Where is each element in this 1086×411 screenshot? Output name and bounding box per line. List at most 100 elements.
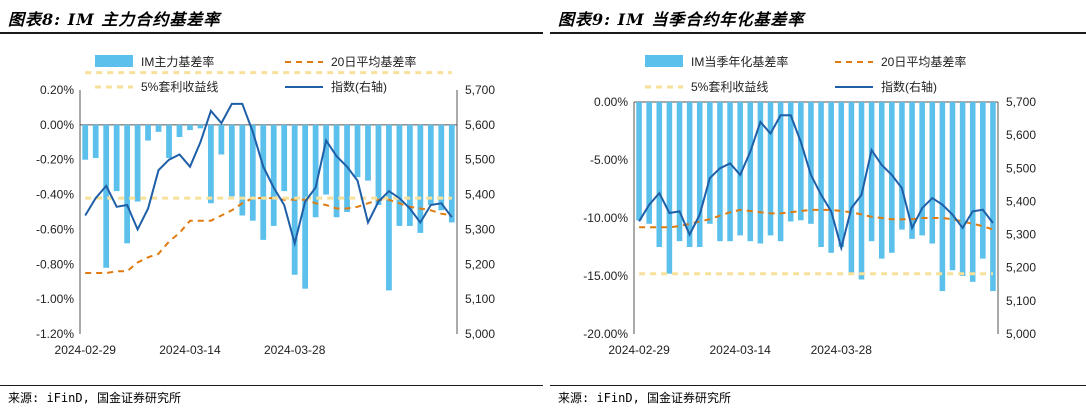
- basis-bar: [113, 124, 120, 192]
- right-axis-tick-label: 5,400: [1006, 194, 1036, 208]
- legend-label: IM当季年化基差率: [691, 54, 788, 69]
- basis-bar: [270, 124, 277, 226]
- right-axis-tick-label: 5,700: [1006, 95, 1036, 109]
- basis-bar: [386, 124, 392, 291]
- left-axis-tick-label: -0.40%: [36, 188, 74, 202]
- x-axis-tick-label: 2024-02-29: [608, 343, 670, 357]
- basis-bar: [929, 102, 936, 244]
- legend-label: IM主力基差率: [141, 54, 214, 69]
- basis-bar: [187, 124, 193, 131]
- basis-bar: [909, 102, 915, 239]
- basis-bar: [878, 102, 885, 259]
- basis-bar: [344, 124, 350, 212]
- right-axis-tick-label: 5,600: [465, 118, 495, 132]
- basis-bar: [737, 102, 743, 236]
- basis-bar: [365, 124, 371, 181]
- basis-bar: [249, 124, 256, 221]
- basis-main-chart: -1.20% -1.00% -0.80% -0.60% -0.40% -0.20% 0.00…: [36, 54, 495, 357]
- left-axis-tick-label: -10.00%: [583, 211, 628, 225]
- basis-bar: [82, 124, 89, 160]
- x-axis-tick-label: 2024-03-28: [811, 343, 873, 357]
- left-axis-tick-label: 0.00%: [40, 118, 74, 132]
- basis-bar: [302, 124, 309, 289]
- left-axis-tick-label: -1.20%: [36, 327, 74, 341]
- basis-bar: [134, 124, 141, 202]
- right-axis-tick-label: 5,200: [1006, 261, 1036, 275]
- legend-swatch-bar: [95, 55, 133, 67]
- basis-bar: [767, 102, 774, 236]
- basis-bar: [666, 102, 673, 274]
- left-axis-tick-label: 0.00%: [594, 95, 628, 109]
- right-axis-tick-label: 5,400: [465, 188, 495, 202]
- basis-bar: [939, 102, 946, 292]
- basis-bar: [707, 102, 713, 224]
- source-note: 来源: iFinD, 国金证券研究所: [558, 391, 732, 405]
- basis-bar: [777, 102, 784, 242]
- basis-bar: [438, 124, 445, 211]
- basis-bar: [124, 124, 131, 244]
- index-line: [84, 102, 453, 248]
- right-axis-tick-label: 5,000: [1006, 327, 1036, 341]
- basis-bar: [166, 124, 172, 158]
- basis-bar: [228, 124, 235, 197]
- left-axis-tick-label: -0.60%: [36, 222, 74, 236]
- basis-bar: [686, 102, 693, 247]
- chart-title: 图表8: IM 主力合约基差率: [8, 10, 221, 29]
- basis-bar: [868, 102, 875, 242]
- title-divider: [550, 32, 1086, 34]
- legend-swatch-bar: [645, 55, 683, 67]
- bottom-divider: [550, 385, 1086, 386]
- legend-label: 指数(右轴): [881, 79, 937, 94]
- right-axis-tick-label: 5,500: [465, 153, 495, 167]
- left-axis-tick-label: 0.20%: [40, 83, 74, 97]
- right-axis-tick-label: 5,300: [1006, 228, 1036, 242]
- left-axis-tick-label: -0.20%: [36, 153, 74, 167]
- basis-bar: [155, 124, 162, 132]
- basis-bar: [696, 102, 703, 247]
- basis-bar: [103, 124, 110, 268]
- right-axis-tick-label: 5,500: [1006, 161, 1036, 175]
- basis-bar: [636, 102, 642, 221]
- left-axis-tick-label: -5.00%: [590, 153, 628, 167]
- basis-bar: [260, 124, 267, 240]
- basis-bar: [197, 124, 204, 129]
- basis-bar: [448, 124, 455, 223]
- title-divider: [0, 32, 543, 34]
- basis-bar: [969, 102, 976, 282]
- legend-label: 20日平均基差率: [881, 54, 966, 69]
- basis-bar: [323, 124, 329, 195]
- basis-bar: [354, 124, 361, 178]
- basis-bar: [145, 124, 151, 141]
- index-line: [638, 114, 994, 252]
- basis-bar: [92, 124, 99, 158]
- basis-bar: [333, 124, 340, 218]
- right-axis-tick-label: 5,300: [465, 222, 495, 236]
- basis-bar: [417, 124, 424, 233]
- source-note: 来源: iFinD, 国金证券研究所: [8, 391, 182, 405]
- chart-panel-basis-quarter: 图表9: IM 当季合约年化基差率 -20.00% -15.00% -10.00% -…: [550, 0, 1086, 411]
- basis-bar: [949, 102, 956, 271]
- basis-bar: [218, 124, 225, 155]
- right-axis-tick-label: 5,100: [1006, 294, 1036, 308]
- basis-bar: [717, 102, 723, 242]
- basis-bar: [787, 102, 794, 222]
- basis-bar: [747, 102, 754, 242]
- basis-bar: [427, 124, 434, 206]
- avg-basis-line: [639, 208, 994, 231]
- basis-bar: [899, 102, 905, 230]
- basis-bar: [656, 102, 663, 247]
- right-axis-tick-label: 5,600: [1006, 128, 1036, 142]
- basis-bar: [919, 102, 925, 236]
- basis-bar: [848, 102, 855, 274]
- legend-label: 20日平均基差率: [331, 54, 416, 69]
- x-axis-tick-label: 2024-02-29: [55, 343, 117, 357]
- legend-label: 指数(右轴): [331, 79, 387, 94]
- basis-bar: [818, 102, 824, 247]
- chart-panel-basis-main: 图表8: IM 主力合约基差率 -1.20% -1.00% -0.80% -0.60%…: [0, 10, 543, 405]
- basis-quarter-chart: -20.00% -15.00% -10.00% -5.00% 0.00% 5,000 5,1…: [583, 54, 1036, 357]
- basis-bar: [808, 102, 814, 224]
- left-axis-tick-label: -15.00%: [583, 269, 628, 283]
- basis-bar: [176, 124, 183, 138]
- basis-bar: [375, 124, 382, 206]
- right-axis-tick-label: 5,100: [465, 292, 495, 306]
